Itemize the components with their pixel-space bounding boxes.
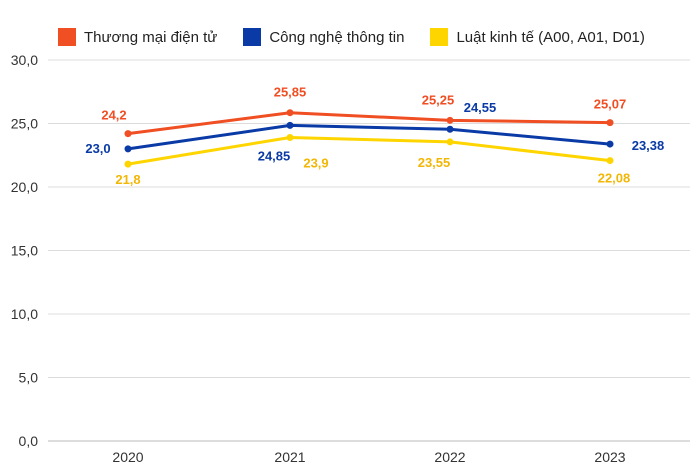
data-label: 23,9 [303, 155, 328, 170]
data-label: 24,2 [101, 108, 126, 123]
y-tick-label: 5,0 [19, 370, 39, 386]
data-point [446, 116, 454, 124]
series-line [127, 123, 611, 151]
legend-swatch-law [430, 28, 449, 46]
data-point [606, 140, 614, 148]
data-label: 25,25 [422, 92, 455, 107]
legend-item-it: Công nghệ thông tin [243, 28, 404, 46]
data-point [446, 138, 454, 146]
data-point [124, 145, 132, 153]
legend-label-law: Luật kinh tế (A00, A01, D01) [456, 28, 645, 46]
legend-swatch-it [243, 28, 262, 46]
series-line [127, 135, 611, 166]
y-tick-label: 30,0 [11, 52, 38, 68]
data-label: 24,85 [258, 148, 291, 163]
data-label: 23,55 [418, 155, 451, 170]
y-tick-label: 20,0 [11, 179, 38, 195]
data-point [606, 157, 614, 165]
x-tick-label: 2022 [434, 449, 465, 465]
data-point [286, 121, 294, 129]
data-label: 25,07 [594, 97, 627, 112]
data-label: 23,38 [632, 138, 665, 153]
data-point [286, 109, 294, 117]
data-label: 21,8 [115, 172, 140, 187]
legend: Thương mại điện tử Công nghệ thông tin L… [58, 28, 645, 46]
x-tick-label: 2020 [112, 449, 143, 465]
legend-item-ecommerce: Thương mại điện tử [58, 28, 217, 46]
data-point [286, 133, 294, 141]
legend-label-ecommerce: Thương mại điện tử [84, 28, 218, 46]
data-point [124, 130, 132, 138]
y-tick-label: 25,0 [11, 116, 38, 132]
data-label: 25,85 [274, 85, 307, 100]
data-label: 22,08 [598, 171, 631, 186]
y-tick-label: 15,0 [11, 243, 38, 259]
legend-swatch-ecommerce [58, 28, 76, 46]
y-tick-label: 0,0 [19, 433, 39, 449]
data-point [124, 160, 132, 168]
data-label: 23,0 [85, 141, 110, 156]
data-point [446, 125, 454, 133]
data-point [606, 119, 614, 127]
series-line [127, 111, 611, 136]
data-label: 24,55 [464, 100, 497, 115]
y-tick-label: 10,0 [11, 306, 38, 322]
x-tick-label: 2023 [594, 449, 625, 465]
x-tick-label: 2021 [274, 449, 305, 465]
legend-item-law: Luật kinh tế (A00, A01, D01) [430, 28, 645, 46]
legend-label-it: Công nghệ thông tin [269, 28, 405, 46]
